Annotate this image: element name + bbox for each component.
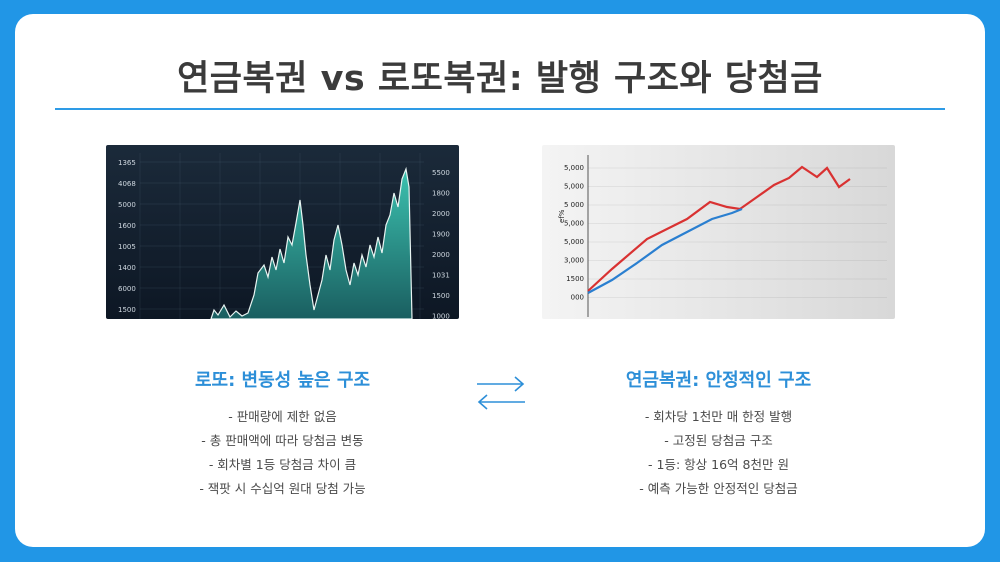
right-tick-label: 1000: [432, 313, 450, 320]
slide-title: 연금복권 vs 로또복권: 발행 구조와 당첨금: [177, 59, 823, 99]
left-tick-label: 6000: [118, 285, 136, 293]
pension-stable-chart-image: 5,000 5,000 5 000 5,000 5,000 3,000 1500 000 ef…: [542, 145, 895, 319]
title-divider: [55, 108, 945, 110]
right-tick-label: 5500: [432, 169, 450, 177]
slide: 연금복권 vs 로또복권: 발행 구조와 당첨금 1365 4068 5000 160…: [15, 14, 985, 547]
left-tick-label: 1500: [118, 306, 136, 314]
left-tick-label: 1365: [118, 159, 136, 167]
list-item: - 총 판매액에 따라 당첨금 변동: [201, 433, 364, 448]
pension-feature-list: - 회차당 1천만 매 한정 발행 - 고정된 당첨금 구조 - 1등: 항상 …: [542, 405, 895, 501]
right-tick-label: 1500: [432, 292, 450, 300]
y-tick-label: 5,000: [564, 183, 584, 191]
pension-heading: 연금복권: 안정적인 구조: [625, 370, 812, 391]
lotto-area-fill: [210, 166, 413, 319]
lotto-volatility-chart-image: 136540685000160010051400600015001600 550…: [106, 145, 459, 319]
swap-arrows-icon: [473, 374, 529, 412]
list-item: - 회차별 1등 당첨금 차이 큼: [208, 457, 357, 472]
y-tick-label: 5,000: [564, 220, 584, 228]
list-item: - 고정된 당첨금 구조: [664, 433, 773, 448]
right-tick-label: 2000: [432, 210, 450, 218]
lotto-heading: 로또: 변동성 높은 구조: [194, 370, 371, 391]
left-tick-label: 4068: [118, 180, 136, 188]
list-item: - 1등: 항상 16억 8천만 원: [648, 457, 789, 472]
right-tick-label: 2000: [432, 251, 450, 259]
y-tick-label: 5 000: [564, 201, 584, 209]
list-item: - 판매량에 제한 없음: [228, 409, 337, 424]
chart-grid: [588, 167, 887, 298]
right-tick-label: 1031: [432, 272, 450, 280]
left-tick-label: 1600: [118, 222, 136, 230]
blue-series-line: [587, 207, 743, 294]
left-tick-label: 1400: [118, 264, 136, 272]
y-tick-label: 1500: [566, 275, 584, 283]
y-tick-label: 000: [571, 294, 584, 302]
y-tick-label: 5,000: [564, 164, 584, 172]
left-tick-label: 1005: [118, 243, 136, 251]
list-item: - 회차당 1천만 매 한정 발행: [644, 409, 793, 424]
lotto-feature-list: - 판매량에 제한 없음 - 총 판매액에 따라 당첨금 변동 - 회차별 1등…: [106, 405, 459, 501]
y-axis-label: ef%: [558, 209, 566, 223]
left-tick-label: 5000: [118, 201, 136, 209]
y-tick-label: 5,000: [564, 238, 584, 246]
right-tick-label: 1800: [432, 190, 450, 198]
list-item: - 잭팟 시 수십억 원대 당첨 가능: [199, 481, 366, 496]
red-series-line: [587, 165, 851, 292]
right-tick-label: 1900: [432, 231, 450, 239]
list-item: - 예측 가능한 안정적인 당첨금: [639, 481, 798, 496]
y-tick-label: 3,000: [564, 257, 584, 265]
